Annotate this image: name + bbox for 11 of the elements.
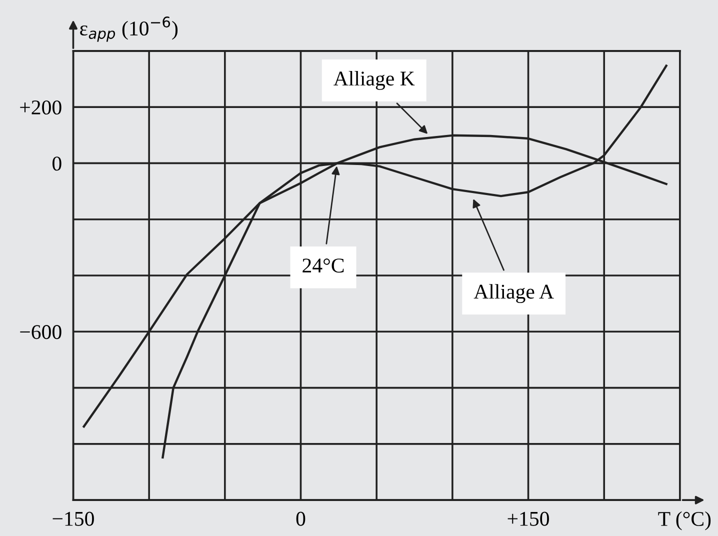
annotation: 24°C	[302, 258, 344, 273]
x-axis-title: T (°C)	[658, 511, 711, 530]
y-axis-title: ε$_{app}$ (10$^{−6}$)	[80, 16, 178, 42]
annotation: Alliage K	[334, 70, 415, 90]
y-tick-label: +200	[20, 100, 62, 114]
x-tick-label: +150	[508, 512, 549, 526]
y-tick-label: −600	[20, 325, 62, 340]
x-tick-label: −150	[52, 512, 94, 526]
x-tick-label: 0	[296, 512, 306, 526]
annotation: Alliage A	[474, 284, 554, 304]
y-tick-label: 0	[52, 156, 62, 171]
